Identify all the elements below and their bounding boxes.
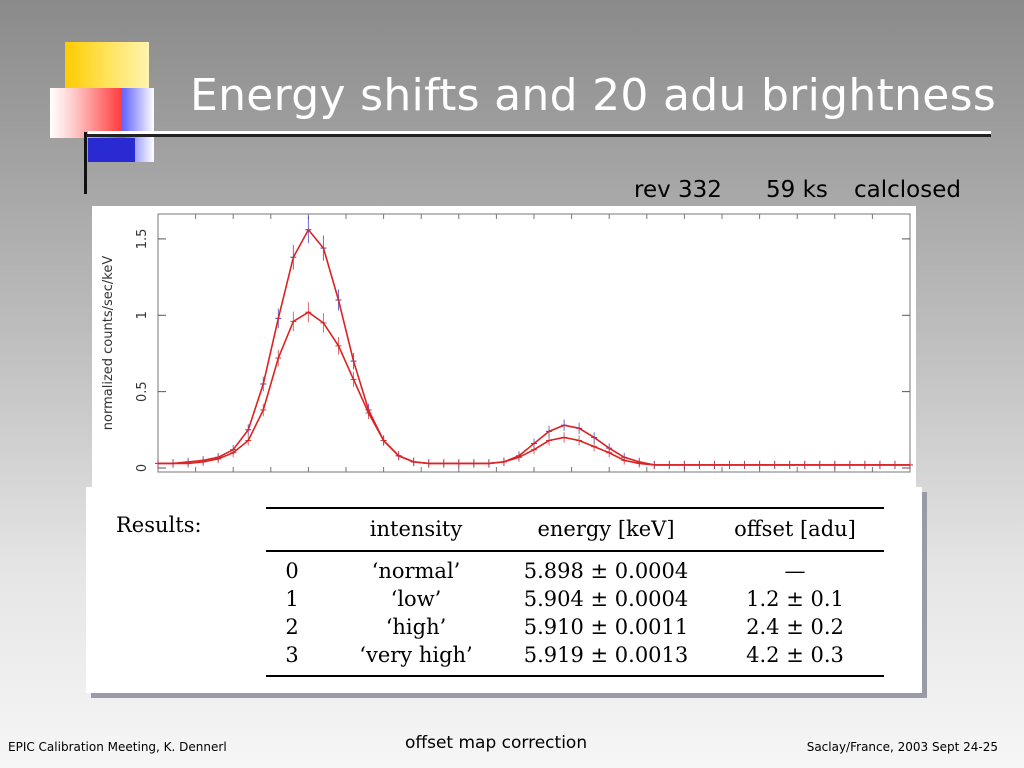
row-0-index: 0 (285, 559, 299, 583)
row-2-energy: 5.910 ± 0.0011 (523, 615, 689, 639)
title-rule (86, 134, 991, 137)
row-2-index: 2 (285, 615, 299, 639)
row-1-energy: 5.904 ± 0.0004 (523, 587, 689, 611)
header-intensity: intensity (369, 517, 463, 541)
row-3-intensity: ‘very high’ (359, 643, 473, 667)
y-tick-label: 0.5 (135, 381, 150, 402)
series-group (155, 216, 913, 470)
y-tick-label: 1.5 (135, 229, 150, 250)
slide-title: Energy shifts and 20 adu brightness (190, 70, 997, 121)
series-line (158, 311, 910, 466)
table-header-rule (266, 550, 884, 552)
table-bottom-rule (266, 675, 884, 677)
y-axis-ticks: 0 0.5 1 1.5 (135, 214, 910, 472)
y-tick-label: 0 (135, 464, 150, 472)
results-panel: Results: intensity energy [keV] offset [… (86, 487, 922, 693)
row-0-intensity: ‘normal’ (371, 559, 461, 583)
y-tick-label: 1 (135, 311, 150, 319)
logo-square-blue-dark (88, 138, 135, 162)
results-label: Results: (116, 513, 202, 537)
row-1-index: 1 (285, 587, 299, 611)
spectrum-chart: normalized counts/sec/keV 0 0.5 1 1.5 (92, 206, 916, 488)
row-0-energy: 5.898 ± 0.0004 (523, 559, 689, 583)
row-2-intensity: ‘high’ (385, 615, 447, 639)
row-3-offset: 4.2 ± 0.3 (746, 643, 844, 667)
row-0-offset: — (784, 559, 806, 583)
spectrum-chart-svg: normalized counts/sec/keV 0 0.5 1 1.5 (101, 213, 913, 473)
row-2-offset: 2.4 ± 0.2 (746, 615, 844, 639)
row-1-intensity: ‘low’ (390, 587, 442, 611)
title-vertical-rule (84, 132, 87, 194)
row-1-offset: 1.2 ± 0.1 (746, 587, 844, 611)
footer-topic: offset map correction (405, 733, 588, 753)
header-energy: energy [keV] (537, 517, 675, 541)
plot-frame (157, 213, 911, 473)
row-3-energy: 5.919 ± 0.0013 (523, 643, 689, 667)
title-rule-highlight (88, 131, 991, 134)
exposure-label: 59 ks (766, 177, 828, 203)
y-axis-title: normalized counts/sec/keV (101, 256, 116, 431)
logo-square-red (50, 88, 122, 138)
filter-mode-label: calclosed (854, 177, 961, 203)
table-top-rule (266, 507, 884, 509)
revolution-label: rev 332 (634, 177, 722, 203)
header-offset: offset [adu] (734, 517, 856, 541)
footer-meeting: EPIC Calibration Meeting, K. Dennerl (8, 740, 227, 754)
row-3-index: 3 (285, 643, 299, 667)
footer-location-date: Saclay/France, 2003 Sept 24-25 (806, 740, 998, 754)
